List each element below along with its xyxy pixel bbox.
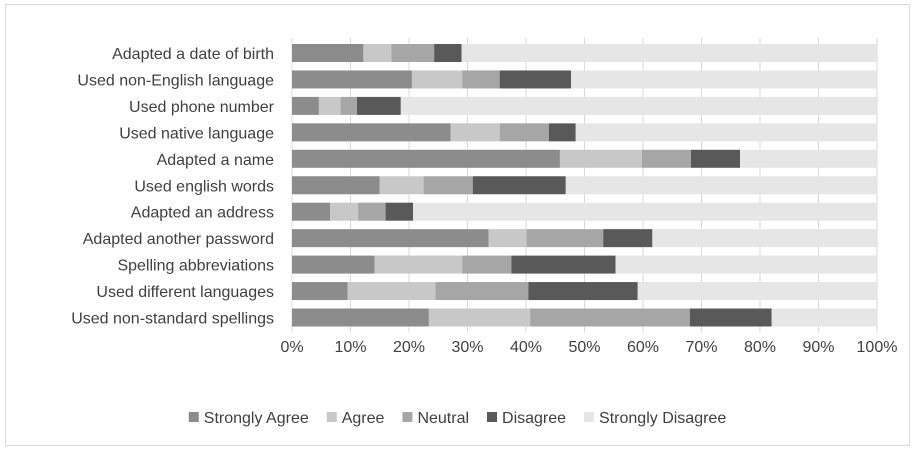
- bar-segment-disagree: [472, 176, 566, 195]
- x-tick-label: 20%: [393, 339, 425, 356]
- bar-segment-agree: [363, 44, 392, 62]
- bar-segment-neutral: [499, 123, 549, 142]
- legend-item: Strongly Disagree: [584, 410, 726, 427]
- bar-segment-neutral: [530, 308, 690, 327]
- x-tick-label: 60%: [627, 339, 659, 356]
- x-tick-label: 0%: [280, 339, 303, 356]
- bar-segment-agree: [379, 176, 424, 195]
- category-label: Used phone number: [129, 99, 275, 116]
- bar-segment-strongly-agree: [292, 96, 319, 115]
- bar-segment-disagree: [434, 44, 462, 62]
- legend-item: Agree: [326, 410, 385, 427]
- bar-segment-agree: [450, 123, 500, 142]
- bar-segment-agree: [330, 202, 359, 221]
- bar-segment-strongly-disagree: [565, 176, 877, 195]
- bar-segment-strongly-agree: [292, 229, 489, 248]
- category-label: Adapted a date of birth: [112, 46, 274, 63]
- bar-segment-strongly-disagree: [652, 229, 877, 248]
- legend-swatch: [188, 412, 199, 422]
- bar-segment-disagree: [356, 96, 401, 115]
- legend-item: Disagree: [487, 410, 566, 427]
- bar-segment-agree: [347, 282, 436, 301]
- bar-segment-strongly-agree: [292, 70, 412, 89]
- chart-frame: Adapted a date of birth Used non-English …: [5, 4, 910, 446]
- legend: Strongly Agree Agree Neutral Disagree Strong…: [188, 410, 726, 427]
- bar-segment-agree: [374, 255, 463, 274]
- bar-segment-agree: [559, 149, 642, 168]
- bar-segment-agree: [411, 70, 463, 89]
- legend-label: Agree: [342, 410, 385, 427]
- bar-segment-strongly-disagree: [400, 96, 877, 115]
- bar-segment-strongly-disagree: [771, 308, 877, 327]
- category-label: Spelling abbreviations: [117, 258, 274, 275]
- x-tick-label: 100%: [857, 339, 898, 356]
- legend-label: Strongly Agree: [204, 410, 309, 427]
- category-label: Used non-English language: [77, 72, 274, 89]
- x-tick-label: 90%: [802, 339, 834, 356]
- category-labels: Adapted a date of birth Used non-English …: [71, 46, 274, 328]
- bar-segment-disagree: [511, 255, 616, 274]
- bar-segment-disagree: [385, 202, 414, 221]
- legend-swatch: [487, 412, 498, 422]
- bar-segment-strongly-disagree: [615, 255, 877, 274]
- x-tick-label: 10%: [334, 339, 366, 356]
- bar-segment-strongly-disagree: [571, 70, 877, 89]
- bar-segment-disagree: [528, 282, 638, 301]
- bar-segment-strongly-disagree: [740, 149, 877, 168]
- bar-segment-neutral: [641, 149, 691, 168]
- category-label: Used native language: [119, 125, 274, 142]
- bar-segment-neutral: [340, 96, 357, 115]
- bar-segment-agree: [318, 96, 341, 115]
- x-axis-tick-labels: 0% 10% 20% 30% 40% 50% 60% 70% 80% 90% 100%: [280, 339, 897, 356]
- category-label: Adapted another password: [83, 231, 274, 248]
- bar-segment-neutral: [462, 70, 500, 89]
- category-label: Used different languages: [96, 284, 274, 301]
- bar-segment-agree: [428, 308, 531, 327]
- legend-label: Strongly Disagree: [599, 410, 726, 427]
- bar-segment-neutral: [358, 202, 386, 221]
- x-tick-label: 50%: [568, 339, 600, 356]
- legend-swatch: [584, 412, 595, 422]
- legend-item: Strongly Agree: [188, 410, 309, 427]
- legend-label: Disagree: [502, 410, 566, 427]
- category-label: Used non-standard spellings: [71, 311, 274, 328]
- category-label: Adapted a name: [157, 152, 275, 169]
- legend-item: Neutral: [402, 410, 469, 427]
- category-label: Adapted an address: [131, 205, 274, 222]
- bar-segment-strongly-disagree: [461, 44, 877, 62]
- bar-segment-strongly-agree: [292, 308, 429, 327]
- bar-segment-strongly-agree: [292, 44, 364, 62]
- legend-swatch: [402, 412, 413, 422]
- bar-segment-strongly-agree: [292, 176, 380, 195]
- stacked-bar-chart: Adapted a date of birth Used non-English …: [71, 38, 897, 427]
- bar-segment-disagree: [548, 123, 576, 142]
- bar-segment-neutral: [391, 44, 435, 62]
- x-tick-label: 40%: [510, 339, 542, 356]
- bar-segment-neutral: [423, 176, 473, 195]
- bar-segment-strongly-agree: [292, 255, 375, 274]
- bar-segment-strongly-disagree: [637, 282, 877, 301]
- bar-segment-neutral: [435, 282, 529, 301]
- bars-layer: [292, 44, 877, 327]
- bar-segment-neutral: [462, 255, 512, 274]
- bar-segment-strongly-agree: [292, 282, 348, 301]
- category-label: Used english words: [134, 178, 274, 195]
- bar-segment-disagree: [690, 149, 741, 168]
- bar-segment-disagree: [689, 308, 772, 327]
- legend-label: Neutral: [417, 410, 469, 427]
- x-tick-label: 30%: [451, 339, 483, 356]
- bar-segment-strongly-agree: [292, 149, 560, 168]
- bar-segment-strongly-disagree: [413, 202, 877, 221]
- legend-swatch: [326, 412, 337, 422]
- bar-segment-disagree: [603, 229, 653, 248]
- bar-segment-strongly-agree: [292, 123, 451, 142]
- bar-segment-strongly-agree: [292, 202, 331, 221]
- x-tick-label: 70%: [685, 339, 717, 356]
- x-tick-label: 80%: [744, 339, 776, 356]
- bar-segment-disagree: [499, 70, 572, 89]
- bar-segment-neutral: [526, 229, 604, 248]
- bar-segment-agree: [488, 229, 527, 248]
- bar-segment-strongly-disagree: [575, 123, 877, 142]
